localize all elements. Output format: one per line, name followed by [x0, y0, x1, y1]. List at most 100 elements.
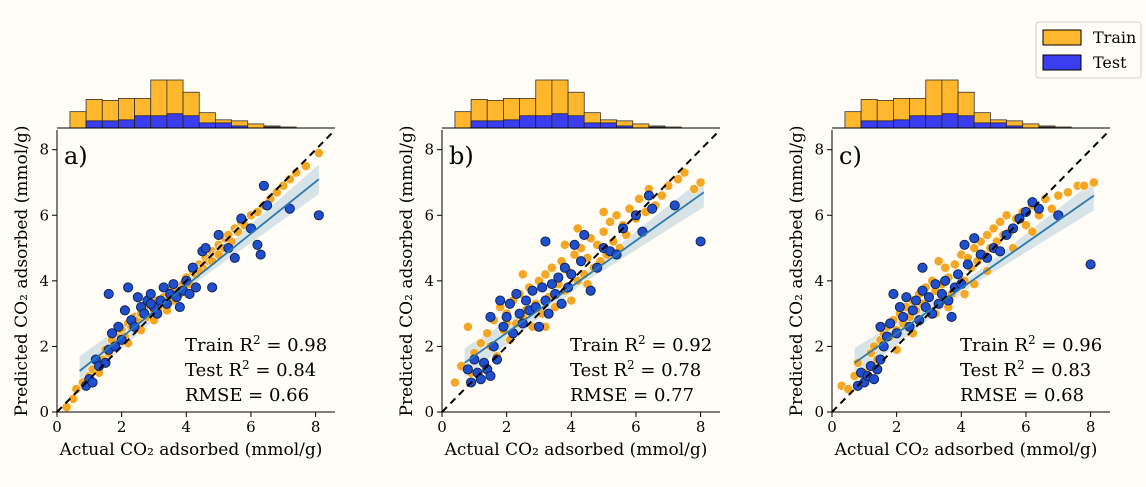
y-tick-label: 0 [39, 403, 49, 421]
train-point [482, 328, 493, 339]
train-point [598, 207, 609, 217]
hist-bar-test [182, 115, 200, 129]
hist-bar-test [101, 120, 119, 129]
train-point [624, 203, 635, 214]
train-point [933, 256, 944, 267]
hist-bar-test [134, 115, 152, 129]
metric-rmse: RMSE = 0.66 [185, 385, 309, 406]
test-point [527, 285, 538, 296]
test-point [475, 374, 486, 385]
hist-bar-test [876, 120, 894, 129]
test-point [284, 203, 295, 214]
test-point [559, 262, 570, 273]
test-point [537, 282, 548, 293]
test-point [885, 318, 896, 329]
test-point [190, 282, 202, 293]
x-tick-label: 8 [1086, 418, 1096, 436]
regression-line [854, 194, 1095, 364]
hist-bar-test [941, 113, 959, 129]
test-point [930, 279, 941, 290]
metric-test-r2: Test R2 = 0.84 [185, 358, 316, 381]
train-point [1046, 203, 1057, 214]
train-point [949, 259, 960, 270]
y-tick-label: 0 [424, 403, 434, 421]
test-point [495, 295, 506, 306]
train-point [679, 167, 690, 178]
train-point [313, 148, 324, 158]
test-point [888, 288, 899, 300]
train-point [634, 193, 645, 204]
test-point [969, 233, 980, 244]
test-point [520, 295, 532, 306]
legend-swatch-test [1042, 54, 1082, 71]
train-point [1079, 180, 1090, 191]
train-point [611, 210, 622, 221]
x-axis-label: Actual CO₂ adsorbed (mmol/g) [444, 440, 708, 460]
train-point [988, 223, 999, 234]
test-point [579, 229, 590, 240]
train-point [995, 216, 1005, 227]
hist-bar-test [470, 120, 488, 129]
train-point [969, 243, 980, 253]
hist-bar-test [85, 120, 103, 129]
test-point [920, 302, 931, 313]
regression-line [79, 178, 320, 372]
test-point [868, 374, 880, 385]
test-point [485, 311, 496, 322]
x-tick-label: 6 [1021, 418, 1031, 436]
y-tick-label: 8 [39, 141, 49, 159]
hist-bar-train [632, 123, 650, 129]
train-point [540, 269, 551, 280]
test-point [936, 288, 947, 300]
legend-label-train: Train [1093, 28, 1136, 47]
test-point [255, 249, 266, 260]
hist-bar-test [519, 115, 537, 129]
train-point [569, 249, 580, 260]
test-point [1085, 259, 1096, 270]
hist-bar-test [503, 119, 520, 129]
train-point [450, 377, 460, 388]
test-point [917, 262, 928, 273]
train-point [852, 357, 863, 368]
test-point [569, 239, 580, 250]
y-tick-label: 4 [424, 272, 434, 290]
test-point [553, 272, 564, 283]
train-point [605, 216, 615, 227]
test-point [145, 298, 156, 309]
x-tick-label: 8 [696, 418, 706, 436]
marginal-histogram [832, 79, 1110, 129]
test-point [501, 311, 512, 322]
hist-bar-test [166, 113, 184, 129]
scatter-panel-1: 0 2 4 6 8 0 2 4 6 8 Actual CO₂ adsorbed (mmol/g) Pr… [12, 79, 336, 460]
train-point [475, 338, 486, 349]
test-point [910, 295, 922, 306]
train-point [689, 184, 700, 194]
metric-rmse: RMSE = 0.68 [960, 385, 1084, 406]
train-point [959, 289, 970, 299]
train-point [843, 384, 854, 394]
hist-bar-test [150, 115, 168, 129]
train-point [61, 402, 72, 412]
test-point [236, 213, 247, 224]
train-point [559, 239, 570, 250]
test-point [940, 275, 951, 286]
test-point [647, 203, 658, 214]
test-point [995, 246, 1006, 257]
train-point [517, 269, 528, 280]
hist-bar-test [567, 115, 585, 129]
hist-bar-test [486, 120, 504, 129]
test-point [485, 370, 496, 381]
hist-bar-test [860, 120, 878, 129]
train-point [1001, 210, 1012, 221]
test-point [119, 305, 130, 316]
scatter-panel-3: 0 2 4 6 8 0 2 4 6 8 Actual CO₂ adsorbed (mmol/g) Pr… [787, 79, 1111, 460]
train-point [1088, 177, 1099, 188]
metric-train-r2: Train R2 = 0.96 [960, 333, 1102, 356]
train-point [547, 262, 557, 273]
y-axis-label: Predicted CO₂ adsorbed (mmol/g) [12, 126, 32, 417]
train-point [1053, 190, 1064, 201]
test-point [533, 321, 545, 332]
test-point [498, 321, 509, 332]
test-point [213, 229, 224, 240]
